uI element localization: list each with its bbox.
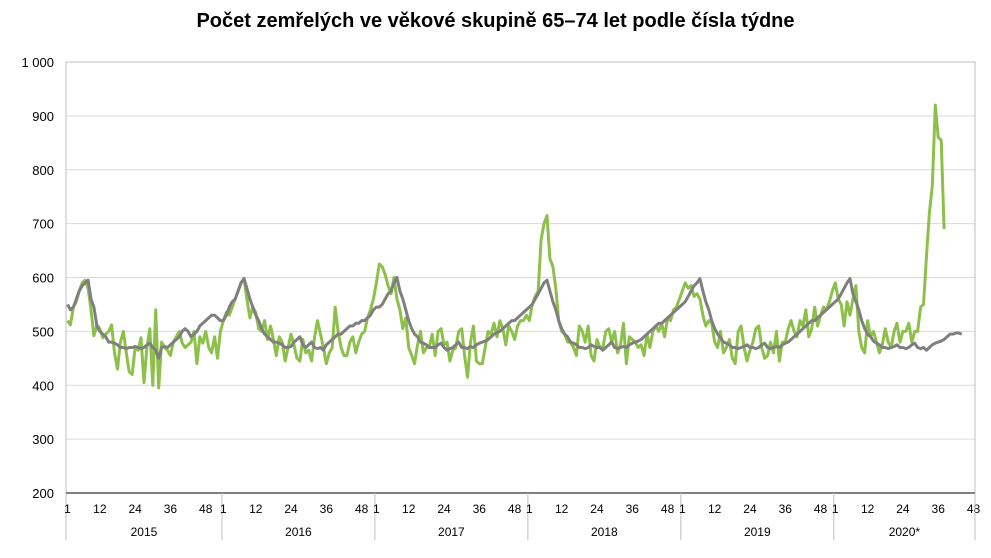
y-tick-label: 200 — [32, 486, 54, 501]
series-line-gray — [66, 276, 963, 360]
week-tick-label: 12 — [402, 502, 416, 516]
week-tick-label: 24 — [590, 502, 604, 516]
year-label: 2019 — [744, 525, 771, 539]
y-tick-label: 700 — [32, 217, 54, 232]
y-tick-label: 1 000 — [21, 55, 54, 70]
week-tick-label: 1 — [679, 502, 686, 516]
year-label: 2015 — [131, 525, 158, 539]
week-tick-label: 1 — [220, 502, 227, 516]
week-tick-label: 48 — [199, 502, 213, 516]
week-tick-label: 48 — [355, 502, 369, 516]
y-tick-label: 300 — [32, 432, 54, 447]
week-tick-label: 12 — [861, 502, 875, 516]
week-tick-label: 1 — [64, 502, 71, 516]
series-line-green — [66, 103, 946, 390]
week-tick-label: 48 — [508, 502, 522, 516]
year-label: 2018 — [591, 525, 618, 539]
week-tick-label: 24 — [128, 502, 142, 516]
y-tick-label: 500 — [32, 324, 54, 339]
year-label: 2016 — [285, 525, 312, 539]
y-tick-label: 400 — [32, 378, 54, 393]
week-tick-label: 1 — [832, 502, 839, 516]
week-tick-label: 24 — [896, 502, 910, 516]
week-tick-label: 12 — [249, 502, 263, 516]
week-tick-label: 36 — [473, 502, 487, 516]
week-tick-label: 36 — [932, 502, 946, 516]
week-tick-label: 12 — [555, 502, 569, 516]
week-tick-label: 36 — [626, 502, 640, 516]
week-tick-label: 48 — [814, 502, 828, 516]
week-tick-label: 36 — [320, 502, 334, 516]
year-label: 2020* — [889, 525, 921, 539]
y-tick-label: 900 — [32, 109, 54, 124]
week-tick-label: 12 — [708, 502, 722, 516]
week-tick-label: 1 — [373, 502, 380, 516]
week-tick-label: 24 — [743, 502, 757, 516]
week-tick-label: 24 — [284, 502, 298, 516]
week-tick-label: 36 — [164, 502, 178, 516]
chart-title: Počet zemřelých ve věkové skupině 65–74 … — [196, 10, 795, 32]
week-tick-label: 48 — [661, 502, 675, 516]
week-tick-label: 36 — [779, 502, 793, 516]
y-tick-label: 800 — [32, 163, 54, 178]
week-tick-label: 24 — [437, 502, 451, 516]
y-tick-label: 600 — [32, 271, 54, 286]
week-tick-label: 1 — [526, 502, 533, 516]
week-tick-label: 12 — [93, 502, 107, 516]
week-tick-label: 48 — [967, 502, 981, 516]
year-label: 2017 — [438, 525, 465, 539]
